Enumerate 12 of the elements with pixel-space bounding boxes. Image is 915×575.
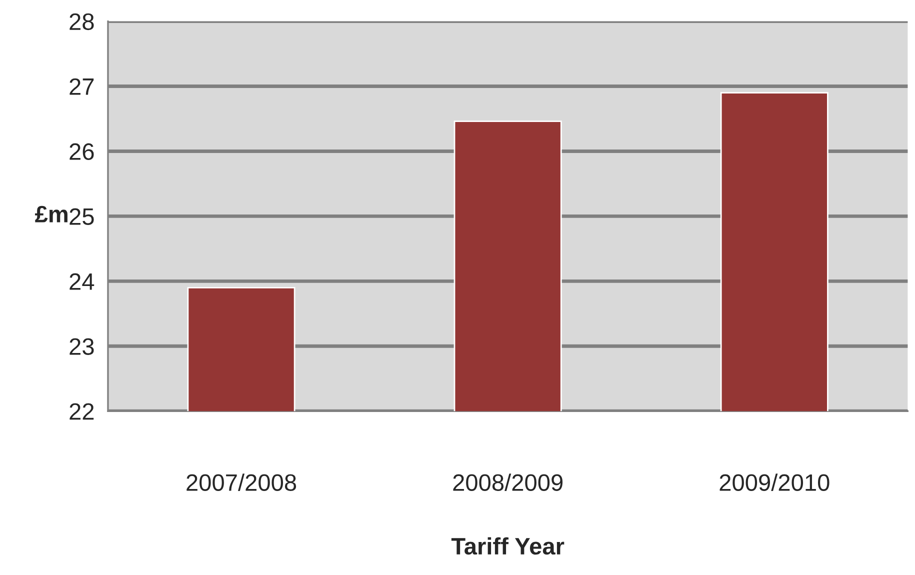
y-tick-label: 24 xyxy=(70,273,94,290)
x-tick-label: 2009/2010 xyxy=(720,474,830,491)
x-axis-title: Tariff Year xyxy=(451,537,564,555)
y-axis-title: £m xyxy=(35,206,68,222)
y-tick-label: 25 xyxy=(70,208,94,225)
x-tick-label: 2008/2009 xyxy=(453,474,563,491)
y-tick-label: 22 xyxy=(70,403,94,420)
x-tick-label: 2007/2008 xyxy=(186,474,296,491)
y-tick-label: 27 xyxy=(70,78,94,95)
y-tick-label: 26 xyxy=(70,143,94,160)
y-tick-label: 28 xyxy=(70,13,94,30)
y-tick-label: 23 xyxy=(70,338,94,355)
